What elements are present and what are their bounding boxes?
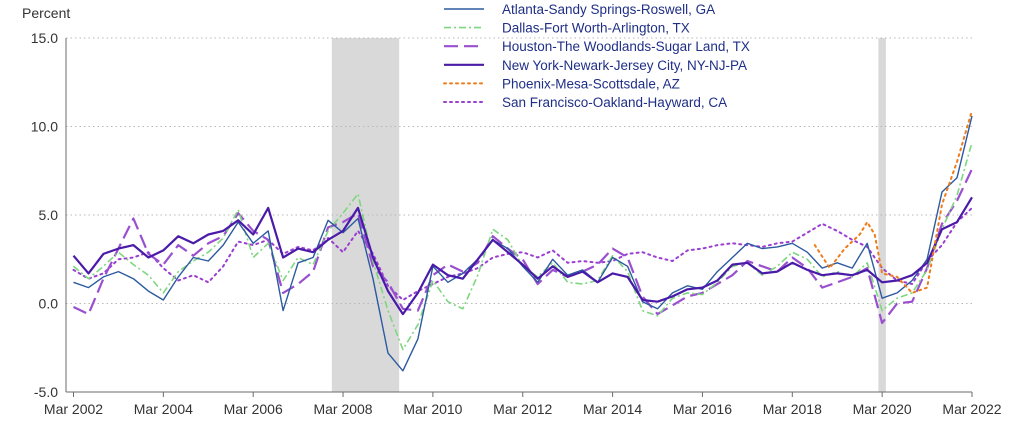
series-line-1 [73, 115, 973, 372]
series-line-5 [813, 109, 973, 294]
x-tick-label: Mar 2010 [403, 401, 462, 417]
x-tick-label: Mar 2004 [134, 401, 193, 417]
legend-label-5: Phoenix-Mesa-Scottsdale, AZ [502, 76, 680, 91]
legend-label-3: Houston-The Woodlands-Sugar Land, TX [502, 39, 750, 54]
series-line-2 [72, 142, 973, 351]
legend-label-1: Atlanta-Sandy Springs-Roswell, GA [502, 2, 715, 17]
x-tick-label: Mar 2008 [313, 401, 372, 417]
x-tick-label: Mar 2006 [224, 401, 283, 417]
legend-label-6: San Francisco-Oakland-Hayward, CA [502, 95, 727, 110]
x-tick-label: Mar 2020 [853, 401, 912, 417]
series-line-3 [73, 168, 973, 325]
recession-band-1 [331, 38, 400, 392]
x-tick-label: Mar 2012 [493, 401, 552, 417]
series-line-4 [72, 196, 973, 316]
y-tick-label: -5.0 [34, 384, 58, 400]
x-tick-label: Mar 2002 [44, 401, 103, 417]
y-axis-title: Percent [22, 5, 70, 21]
legend-label-4: New York-Newark-Jersey City, NY-NJ-PA [502, 58, 747, 73]
x-tick-label: Mar 2014 [583, 401, 642, 417]
axes: Percent -5.0 0.0 5.0 10.0 15.0 Mar 2002 Mar 20… [22, 5, 1002, 417]
y-tick-label: 15.0 [31, 30, 58, 46]
recession-bands [331, 38, 886, 392]
legend: Atlanta-Sandy Springs-Roswell, GA Dallas-… [443, 2, 750, 110]
recession-band-2 [878, 38, 886, 392]
x-tick-label: Mar 2016 [673, 401, 732, 417]
legend-label-2: Dallas-Fort Worth-Arlington, TX [502, 21, 690, 36]
y-tick-label: 5.0 [39, 207, 59, 223]
x-tick-label: Mar 2022 [942, 401, 1001, 417]
series-lines [72, 109, 973, 372]
series-line-6 [72, 206, 973, 301]
y-tick-label: 0.0 [39, 296, 59, 312]
x-tick-label: Mar 2018 [763, 401, 822, 417]
y-tick-label: 10.0 [31, 119, 58, 135]
